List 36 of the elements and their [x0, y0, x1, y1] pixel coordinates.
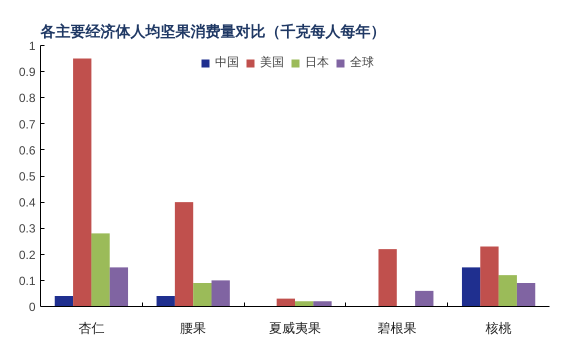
y-tick-label: 0.5 — [18, 170, 36, 184]
bar — [462, 267, 480, 306]
bar — [498, 275, 517, 306]
bar — [193, 283, 212, 306]
x-tick-label: 夏威夷果 — [269, 320, 321, 336]
x-tick-label: 核桃 — [484, 320, 512, 336]
legend-label: 中国 — [215, 54, 239, 71]
y-tick-label: 0.3 — [18, 222, 36, 236]
x-tick-label: 杏仁 — [78, 320, 104, 336]
bar — [73, 58, 92, 306]
bar — [378, 249, 397, 306]
x-tick-label: 腰果 — [180, 320, 206, 336]
y-tick-label: 0.6 — [18, 143, 36, 158]
bar — [276, 298, 295, 306]
y-tick-label: 0.1 — [18, 274, 36, 288]
y-tick-label: 0.7 — [18, 117, 36, 132]
y-tick-label: 0 — [28, 300, 36, 314]
bar — [415, 290, 434, 306]
y-tick-label: 0.9 — [18, 65, 36, 80]
y-tick-label: 0.2 — [18, 248, 36, 262]
x-tick-label: 碧根果 — [377, 320, 416, 336]
bar — [212, 280, 230, 306]
legend-label: 全球 — [350, 54, 374, 71]
y-tick-label: 1 — [28, 39, 36, 53]
bar — [480, 246, 499, 306]
bar — [516, 283, 536, 306]
bar — [110, 267, 128, 306]
legend-label: 美国 — [260, 54, 284, 71]
bar — [156, 296, 175, 306]
y-tick-label: 0.4 — [18, 196, 36, 210]
legend-label: 日本 — [305, 54, 329, 71]
bar — [54, 296, 74, 306]
bar — [91, 233, 110, 306]
chart-title: 各主要经济体人均坚果消费量对比（千克每人每年） — [40, 22, 386, 40]
y-tick-label: 0.8 — [18, 91, 36, 106]
bar — [174, 202, 194, 306]
